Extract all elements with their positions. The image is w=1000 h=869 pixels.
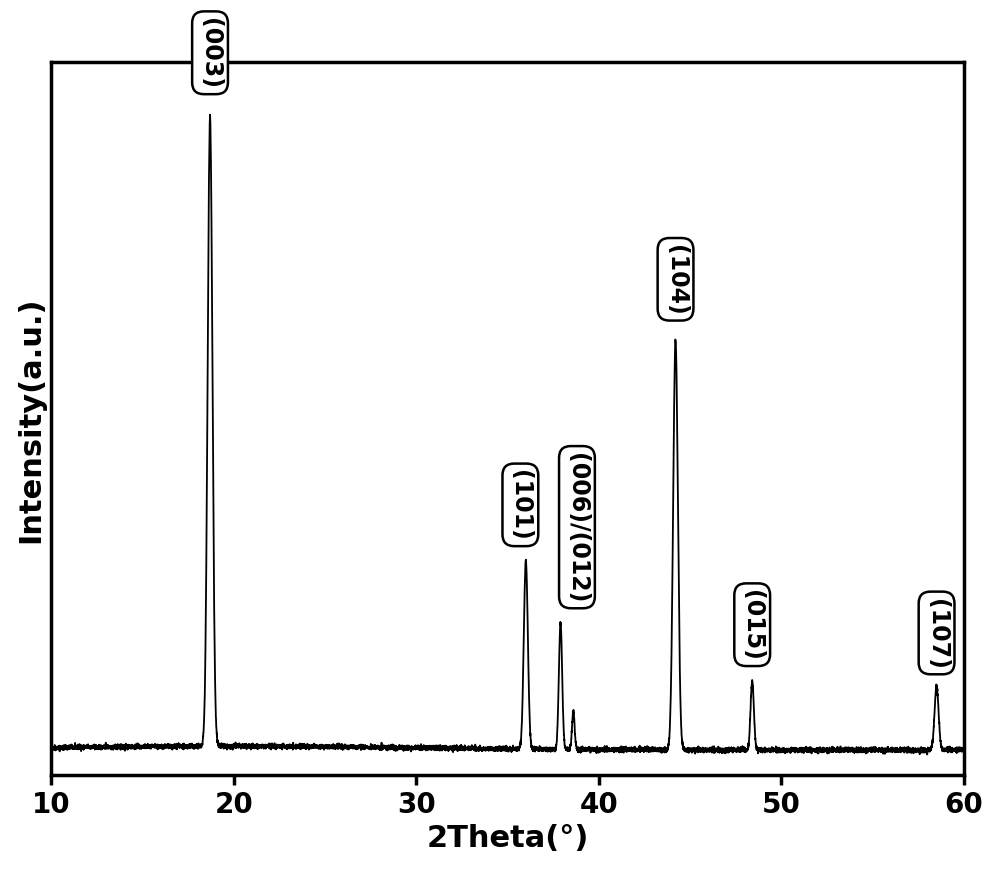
Y-axis label: Intensity(a.u.): Intensity(a.u.)	[17, 296, 46, 542]
Text: (003): (003)	[198, 18, 222, 90]
Text: (101): (101)	[508, 470, 532, 541]
Text: (107): (107)	[925, 598, 949, 668]
Text: (104): (104)	[664, 245, 688, 315]
Text: (006)/(012): (006)/(012)	[565, 453, 589, 603]
Text: (015): (015)	[740, 589, 764, 660]
X-axis label: 2Theta(°): 2Theta(°)	[426, 824, 589, 852]
